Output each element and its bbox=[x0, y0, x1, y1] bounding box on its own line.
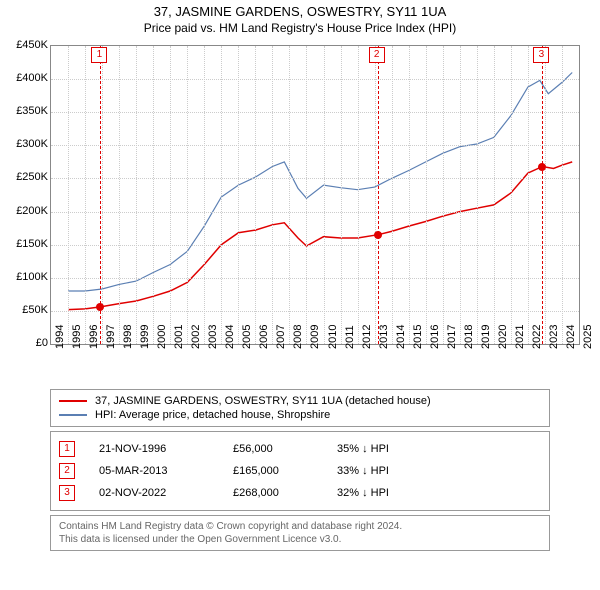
gridline-h bbox=[51, 145, 579, 146]
gridline-v bbox=[341, 46, 342, 344]
y-axis-label: £0 bbox=[36, 337, 48, 349]
gridline-v bbox=[545, 46, 546, 344]
gridline-v bbox=[221, 46, 222, 344]
gridline-h bbox=[51, 212, 579, 213]
gridline-v bbox=[255, 46, 256, 344]
legend-swatch bbox=[59, 400, 87, 402]
gridline-v bbox=[562, 46, 563, 344]
event-line bbox=[378, 46, 379, 344]
gridline-v bbox=[409, 46, 410, 344]
gridline-v bbox=[272, 46, 273, 344]
y-axis-label: £100K bbox=[16, 271, 48, 283]
y-axis-label: £150K bbox=[16, 238, 48, 250]
event-number: 3 bbox=[59, 485, 75, 501]
gridline-v bbox=[187, 46, 188, 344]
gridline-h bbox=[51, 311, 579, 312]
chart-subtitle: Price paid vs. HM Land Registry's House … bbox=[0, 19, 600, 37]
legend-label: 37, JASMINE GARDENS, OSWESTRY, SY11 1UA … bbox=[95, 395, 431, 407]
gridline-v bbox=[119, 46, 120, 344]
event-date: 21-NOV-1996 bbox=[99, 443, 209, 455]
plot-area bbox=[50, 45, 580, 345]
event-row: 1 21-NOV-1996 £56,000 35% ↓ HPI bbox=[59, 438, 541, 460]
legend-row: 37, JASMINE GARDENS, OSWESTRY, SY11 1UA … bbox=[59, 394, 541, 408]
gridline-v bbox=[136, 46, 137, 344]
events-table: 1 21-NOV-1996 £56,000 35% ↓ HPI 2 05-MAR-2013… bbox=[50, 431, 550, 511]
x-axis-label: 2025 bbox=[582, 325, 600, 349]
series-hpi bbox=[68, 73, 572, 292]
gridline-v bbox=[494, 46, 495, 344]
gridline-h bbox=[51, 178, 579, 179]
y-axis-label: £250K bbox=[16, 171, 48, 183]
gridline-v bbox=[392, 46, 393, 344]
event-diff: 35% ↓ HPI bbox=[337, 443, 437, 455]
series-property bbox=[68, 162, 572, 310]
event-number: 2 bbox=[59, 463, 75, 479]
event-price: £56,000 bbox=[233, 443, 313, 455]
y-axis-label: £350K bbox=[16, 105, 48, 117]
gridline-v bbox=[324, 46, 325, 344]
gridline-h bbox=[51, 245, 579, 246]
legend: 37, JASMINE GARDENS, OSWESTRY, SY11 1UA … bbox=[50, 389, 550, 427]
event-diff: 33% ↓ HPI bbox=[337, 465, 437, 477]
y-axis-label: £200K bbox=[16, 205, 48, 217]
event-badge: 3 bbox=[533, 47, 549, 63]
gridline-v bbox=[443, 46, 444, 344]
gridline-v bbox=[289, 46, 290, 344]
y-axis-label: £300K bbox=[16, 138, 48, 150]
event-row: 2 05-MAR-2013 £165,000 33% ↓ HPI bbox=[59, 460, 541, 482]
gridline-v bbox=[460, 46, 461, 344]
gridline-v bbox=[528, 46, 529, 344]
event-badge: 1 bbox=[91, 47, 107, 63]
event-marker bbox=[374, 231, 382, 239]
gridline-v bbox=[170, 46, 171, 344]
gridline-v bbox=[375, 46, 376, 344]
legend-swatch bbox=[59, 414, 87, 416]
gridline-v bbox=[306, 46, 307, 344]
gridline-v bbox=[102, 46, 103, 344]
event-row: 3 02-NOV-2022 £268,000 32% ↓ HPI bbox=[59, 482, 541, 504]
footer-line1: Contains HM Land Registry data © Crown c… bbox=[59, 520, 541, 533]
footer: Contains HM Land Registry data © Crown c… bbox=[50, 515, 550, 551]
event-number: 1 bbox=[59, 441, 75, 457]
event-badge: 2 bbox=[369, 47, 385, 63]
chart-title: 37, JASMINE GARDENS, OSWESTRY, SY11 1UA bbox=[0, 0, 600, 19]
event-diff: 32% ↓ HPI bbox=[337, 487, 437, 499]
legend-row: HPI: Average price, detached house, Shro… bbox=[59, 408, 541, 422]
event-marker bbox=[538, 163, 546, 171]
event-date: 05-MAR-2013 bbox=[99, 465, 209, 477]
gridline-h bbox=[51, 112, 579, 113]
event-date: 02-NOV-2022 bbox=[99, 487, 209, 499]
event-marker bbox=[96, 303, 104, 311]
gridline-v bbox=[68, 46, 69, 344]
y-axis-label: £50K bbox=[22, 304, 48, 316]
y-axis-label: £400K bbox=[16, 72, 48, 84]
gridline-v bbox=[153, 46, 154, 344]
gridline-h bbox=[51, 79, 579, 80]
gridline-v bbox=[85, 46, 86, 344]
event-price: £165,000 bbox=[233, 465, 313, 477]
event-price: £268,000 bbox=[233, 487, 313, 499]
gridline-v bbox=[238, 46, 239, 344]
chart: £0£50K£100K£150K£200K£250K£300K£350K£400… bbox=[40, 37, 600, 387]
event-line bbox=[542, 46, 543, 344]
gridline-v bbox=[204, 46, 205, 344]
gridline-v bbox=[511, 46, 512, 344]
legend-label: HPI: Average price, detached house, Shro… bbox=[95, 409, 330, 421]
gridline-v bbox=[426, 46, 427, 344]
y-axis-label: £450K bbox=[16, 39, 48, 51]
gridline-v bbox=[477, 46, 478, 344]
gridline-v bbox=[358, 46, 359, 344]
gridline-h bbox=[51, 278, 579, 279]
event-line bbox=[100, 46, 101, 344]
footer-line2: This data is licensed under the Open Gov… bbox=[59, 533, 541, 546]
